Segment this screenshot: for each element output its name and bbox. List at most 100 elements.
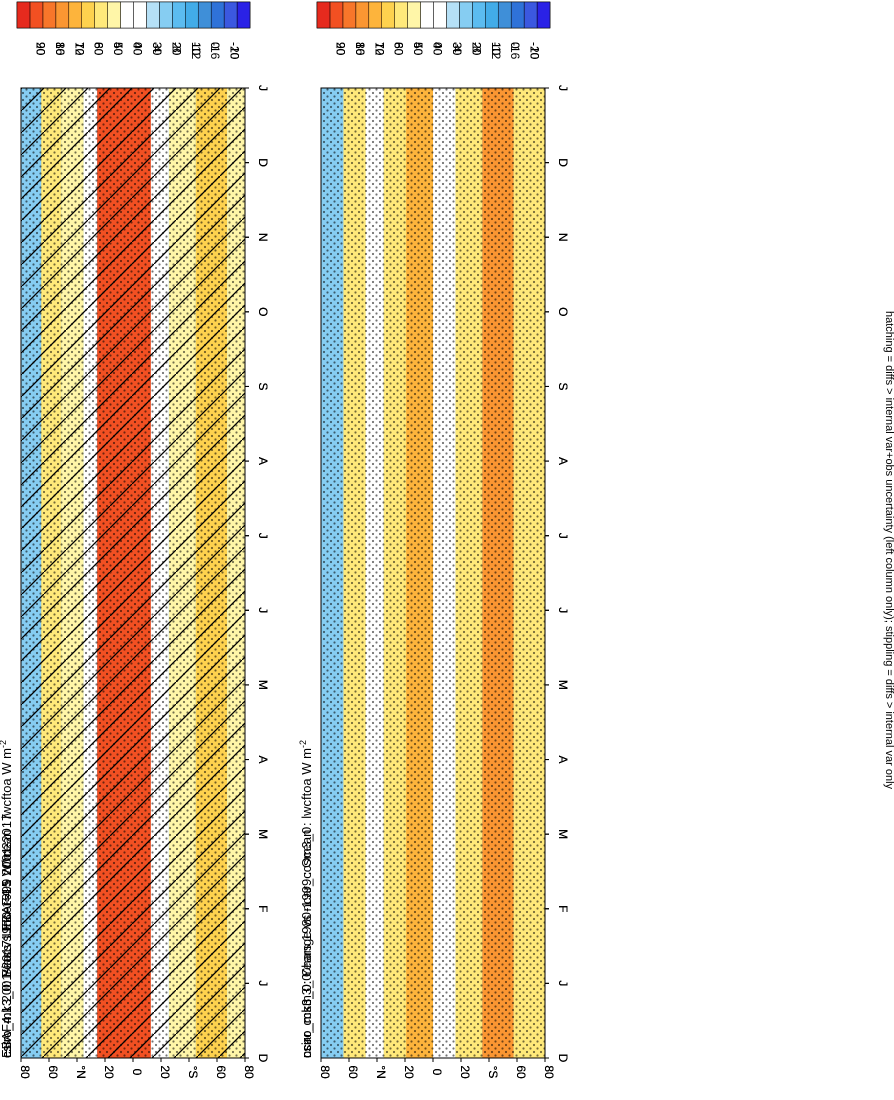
- month-tick-label: S: [256, 382, 270, 390]
- colorbar-label: 50: [111, 42, 125, 56]
- colorbar-label: 70: [372, 42, 386, 56]
- lat-tick-label: 80: [542, 1065, 556, 1079]
- month-tick-label: A: [256, 457, 270, 465]
- colorbar-swatch: [497, 1, 512, 29]
- colorbar-swatch: [133, 1, 147, 29]
- month-tick-label: S: [556, 382, 570, 390]
- lat-tick-label: 20: [458, 1065, 472, 1079]
- lat-tick-label: 60: [46, 1065, 60, 1079]
- month-tick-label: J: [556, 607, 570, 613]
- colorbar-label: 80: [353, 42, 367, 56]
- month-tick-label: N: [556, 233, 570, 242]
- month-tick-label: S: [556, 382, 570, 390]
- lat-tick-label: 20: [402, 1065, 416, 1079]
- month-tick-label: A: [556, 457, 570, 465]
- lat-tick-label: 60: [346, 1065, 360, 1079]
- month-tick-label: F: [556, 905, 570, 912]
- lat-tick-label: 80: [318, 1065, 332, 1079]
- colorbar-label: 30: [150, 42, 164, 56]
- colorbar-label: 30: [150, 42, 164, 56]
- month-tick-label: J: [256, 85, 270, 91]
- colorbar-label: -10: [228, 42, 242, 60]
- lat-tick-label: 0: [430, 1069, 444, 1076]
- month-tick-label: J: [556, 85, 570, 91]
- colorbar-label: 10: [489, 42, 503, 56]
- colorbar-label: 80: [353, 42, 367, 56]
- lat-tick-label: °N: [74, 1065, 88, 1078]
- colorbar-label: 20: [169, 42, 183, 56]
- month-tick-label: O: [256, 307, 270, 316]
- month-tick-label: J: [256, 533, 270, 539]
- colorbar-swatch: [236, 1, 251, 29]
- colorbar-label: -8: [169, 42, 183, 53]
- month-tick-label: O: [556, 307, 570, 316]
- colorbar-label: 70: [72, 42, 86, 56]
- month-tick-label: N: [556, 233, 570, 242]
- colorbar-swatch: [316, 1, 331, 29]
- lat-tick-label: 20: [402, 1065, 416, 1079]
- month-tick-label: A: [556, 756, 570, 764]
- lat-tick-label: 20: [158, 1065, 172, 1079]
- panel-title: csiro_mk3_0: Change vs ncar_ccsm3_0: [299, 827, 314, 1058]
- lat-tick-label: 60: [214, 1065, 228, 1079]
- lat-tick-label: °S: [186, 1066, 200, 1079]
- colorbar-swatch: [94, 1, 108, 29]
- footnote: hatching = diffs > internal var+obs unce…: [883, 311, 894, 790]
- colorbar-swatch: [29, 1, 44, 29]
- colorbar-label: -10: [228, 42, 242, 60]
- lat-tick-label: 80: [18, 1065, 32, 1079]
- lat-tick-label: 0: [130, 1069, 144, 1076]
- panel-title: csiro_mk3_0: Bias vs EBAF4.1 2001-2017: [0, 814, 14, 1058]
- month-tick-label: M: [556, 829, 570, 839]
- colorbar-label: 12: [72, 42, 86, 56]
- colorbar-label: 20: [33, 42, 47, 56]
- month-tick-label: F: [256, 905, 270, 912]
- month-tick-label: J: [556, 533, 570, 539]
- lat-tick-label: °S: [486, 1066, 500, 1079]
- month-tick-label: J: [556, 533, 570, 539]
- colorbar-swatch: [523, 1, 538, 29]
- lat-tick-label: 60: [214, 1065, 228, 1079]
- colorbar-swatch: [355, 1, 370, 29]
- colorbar-swatch: [329, 1, 344, 29]
- lat-tick-label: 80: [242, 1065, 256, 1079]
- colorbar-swatch: [223, 1, 238, 29]
- lat-tick-label: 80: [242, 1065, 256, 1079]
- colorbar-label: 30: [450, 42, 464, 56]
- lat-tick-label: 0: [430, 1069, 444, 1076]
- lat-tick-label: 20: [102, 1065, 116, 1079]
- lat-tick-label: °S: [486, 1066, 500, 1079]
- colorbar-label: 30: [450, 42, 464, 56]
- lat-tick-label: 80: [542, 1065, 556, 1079]
- month-tick-label: A: [256, 756, 270, 764]
- month-tick-label: J: [256, 85, 270, 91]
- colorbar-label: 12: [372, 42, 386, 56]
- month-tick-label: D: [556, 1054, 570, 1063]
- colorbar-label: 0: [508, 42, 522, 49]
- lat-tick-label: 20: [458, 1065, 472, 1079]
- colorbar-swatch: [485, 1, 499, 29]
- colorbar-label: -12: [189, 42, 203, 60]
- month-tick-label: N: [556, 233, 570, 242]
- month-tick-label: A: [256, 756, 270, 764]
- colorbar-label: 60: [92, 42, 106, 56]
- month-tick-label: M: [256, 829, 270, 839]
- month-tick-label: J: [556, 980, 570, 986]
- lat-tick-label: 20: [458, 1065, 472, 1079]
- colorbar-label: 90: [333, 42, 347, 56]
- colorbar-label: 90: [33, 42, 47, 56]
- colorbar-label: -8: [469, 42, 483, 53]
- colorbar-swatch: [368, 1, 382, 29]
- colorbar-label: 8: [92, 42, 106, 49]
- colorbar-label: -16: [508, 42, 522, 60]
- colorbar-swatch: [472, 1, 486, 29]
- month-tick-label: J: [256, 980, 270, 986]
- month-tick-label: A: [256, 457, 270, 465]
- month-tick-label: D: [556, 1054, 570, 1063]
- month-tick-label: N: [256, 233, 270, 242]
- lat-tick-label: 0: [430, 1069, 444, 1076]
- month-tick-label: M: [556, 829, 570, 839]
- colorbar-label: 4: [111, 42, 125, 49]
- colorbar-swatch: [146, 1, 160, 29]
